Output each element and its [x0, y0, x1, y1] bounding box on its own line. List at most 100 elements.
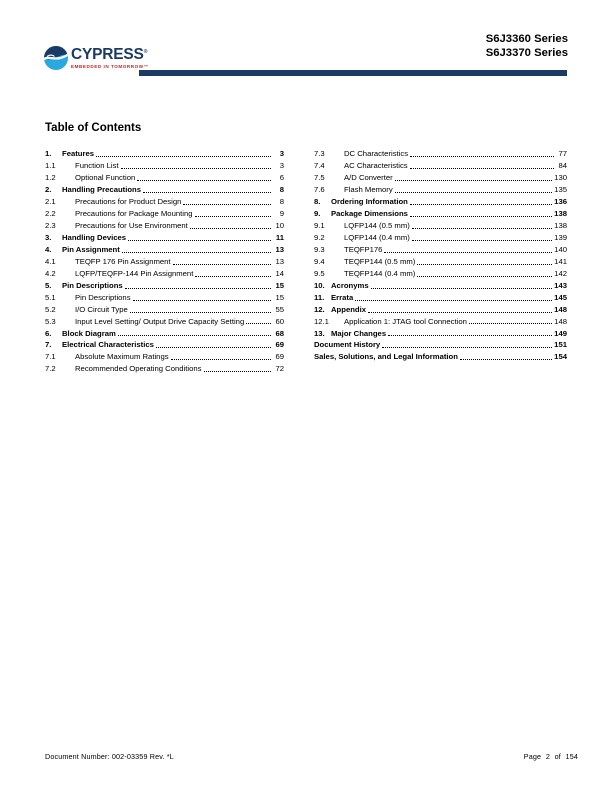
toc-entry[interactable]: 9.1 LQFP144 (0.5 mm) 138 — [314, 219, 567, 231]
toc-entry-label: Handling Devices — [62, 233, 127, 242]
toc-entry[interactable]: 9.5 TEQFP144 (0.4 mm) 142 — [314, 266, 567, 278]
toc-entry-number: 7.1 — [45, 352, 56, 362]
toc-entry[interactable]: 1.1 Function List 3 — [45, 159, 284, 171]
toc-dot-leader — [194, 216, 271, 218]
toc-entry[interactable]: 7.6 Flash Memory 135 — [314, 183, 567, 195]
toc-entry-number: 9. — [314, 209, 321, 219]
toc-entry[interactable]: 9.2 LQFP144 (0.4 mm) 139 — [314, 231, 567, 243]
toc-entry-number: 9.4 — [314, 256, 325, 266]
toc-entry[interactable]: 10. Acronyms 143 — [314, 278, 567, 290]
toc-entry[interactable]: 12.1 Application 1: JTAG tool Connection 1… — [314, 314, 567, 326]
toc-dot-leader — [411, 239, 553, 241]
toc-entry[interactable]: 1.2 Optional Function 6 — [45, 171, 284, 183]
toc-entry-label: Flash Memory — [344, 185, 393, 195]
toc-entry-page: 8 — [279, 197, 284, 207]
toc-entry-label: TEQFP144 (0.4 mm) — [344, 268, 416, 278]
toc-entry-page: 145 — [554, 292, 567, 302]
toc-column-right: 7.3 DC Characteristics 77 7.4 AC Characteris… — [314, 147, 567, 374]
toc-entry[interactable]: 4.1 TEQFP 176 Pin Assignment 13 — [45, 254, 284, 266]
toc-entry[interactable]: 11. Errata 145 — [314, 290, 567, 302]
toc-entry-label: Pin Descriptions — [75, 292, 131, 302]
toc-entry[interactable]: 5.1 Pin Descriptions 15 — [45, 290, 284, 302]
toc-entry[interactable]: 6. Block Diagram 68 — [45, 326, 284, 338]
toc-entry-label: LQFP/TEQFP-144 Pin Assignment — [75, 268, 194, 278]
toc-entry[interactable]: 7.4 AC Characteristics 84 — [314, 159, 567, 171]
toc-entry-label: DC Characteristics — [344, 149, 409, 159]
toc-entry-number: 6. — [45, 328, 52, 338]
toc-entry-number: 7.3 — [314, 149, 325, 159]
toc-entry-label: Precautions for Use Environment — [75, 221, 188, 231]
toc-entry[interactable]: 3. Handling Devices 11 — [45, 231, 284, 243]
toc-entry-page: 141 — [554, 256, 567, 266]
toc-entry[interactable]: 7.3 DC Characteristics 77 — [314, 147, 567, 159]
toc-entry-page: 136 — [554, 197, 567, 207]
toc-entry[interactable]: 7. Electrical Characteristics 69 — [45, 338, 284, 350]
toc-dot-leader — [189, 227, 271, 229]
toc-dot-leader — [246, 323, 271, 325]
toc-entry[interactable]: 2. Handling Precautions 8 — [45, 183, 284, 195]
toc-entry-label: A/D Converter — [344, 173, 393, 183]
toc-entry[interactable]: 5.2 I/O Circuit Type 55 — [45, 302, 284, 314]
toc-entry[interactable]: Document History 151 — [314, 338, 567, 350]
toc-dot-leader — [120, 168, 271, 170]
toc-entry-number: 5. — [45, 280, 52, 290]
toc-entry[interactable]: 13. Major Changes 149 — [314, 326, 567, 338]
toc-dot-leader — [137, 180, 271, 182]
header-rule — [139, 70, 567, 76]
toc-entry[interactable]: 7.1 Absolute Maximum Ratings 69 — [45, 350, 284, 362]
toc-dot-leader — [394, 180, 553, 182]
toc-entry[interactable]: 4.2 LQFP/TEQFP-144 Pin Assignment 14 — [45, 266, 284, 278]
toc-entry-page: 9 — [279, 209, 284, 219]
toc-entry[interactable]: 4. Pin Assignment 13 — [45, 243, 284, 255]
toc-dot-leader — [409, 216, 553, 218]
toc-entry-number: 5.2 — [45, 304, 56, 314]
toc-dot-leader — [388, 335, 553, 337]
toc-entry-page: 154 — [554, 352, 567, 362]
toc-entry-label: Recommended Operating Conditions — [75, 364, 202, 374]
toc-entry-page: 14 — [275, 268, 284, 278]
toc-entry[interactable]: 2.2 Precautions for Package Mounting 9 — [45, 207, 284, 219]
toc-entry[interactable]: 9.4 TEQFP144 (0.5 mm) 141 — [314, 254, 567, 266]
toc-dot-leader — [129, 311, 271, 313]
toc-dot-leader — [410, 156, 554, 158]
toc-dot-leader — [382, 347, 553, 349]
logo-brand-word: CYPRESS — [71, 46, 144, 64]
toc-dot-leader — [417, 275, 553, 277]
toc-entry[interactable]: 8. Ordering Information 136 — [314, 195, 567, 207]
toc-entry-page: 13 — [275, 244, 284, 254]
toc-entry[interactable]: Sales, Solutions, and Legal Information 1… — [314, 350, 567, 362]
toc-entry[interactable]: 2.1 Precautions for Product Design 8 — [45, 195, 284, 207]
toc-entry-label: AC Characteristics — [344, 161, 408, 171]
toc-entry[interactable]: 12. Appendix 148 — [314, 302, 567, 314]
logo-brand-text: CYPRESS® — [71, 44, 149, 63]
toc-entry[interactable]: 2.3 Precautions for Use Environment 10 — [45, 219, 284, 231]
toc-dot-leader — [411, 227, 553, 229]
toc-entry-label: Electrical Characteristics — [62, 340, 154, 350]
toc-entry[interactable]: 5. Pin Descriptions 15 — [45, 278, 284, 290]
toc-entry-page: 140 — [554, 244, 567, 254]
toc-entry-number: 7.6 — [314, 185, 325, 195]
toc-entry-label: TEQFP144 (0.5 mm) — [344, 256, 416, 266]
toc-entry-page: 3 — [279, 149, 284, 159]
toc-dot-leader — [355, 299, 553, 301]
toc-entry[interactable]: 7.2 Recommended Operating Conditions 72 — [45, 362, 284, 374]
toc-entry-number: 2.3 — [45, 221, 56, 231]
toc-entry[interactable]: 9.3 TEQFP176 140 — [314, 243, 567, 255]
toc-entry-page: 130 — [554, 173, 567, 183]
toc-entry-number: 8. — [314, 197, 321, 207]
page-number: Page 2 of 154 — [523, 752, 578, 761]
toc-dot-leader — [155, 347, 271, 349]
toc-entry-number: 7. — [45, 340, 52, 350]
toc-entry-label: Package Dimensions — [331, 209, 408, 219]
cypress-logo-icon — [44, 46, 68, 70]
toc-entry[interactable]: 5.3 Input Level Setting/ Output Drive Cap… — [45, 314, 284, 326]
toc-entry-label: Absolute Maximum Ratings — [75, 352, 169, 362]
toc-entry[interactable]: 9. Package Dimensions 138 — [314, 207, 567, 219]
toc-entry-page: 151 — [554, 340, 567, 350]
toc-entry[interactable]: 7.5 A/D Converter 130 — [314, 171, 567, 183]
toc-entry-page: 84 — [558, 161, 567, 171]
toc-entry-label: Pin Descriptions — [62, 280, 123, 290]
series-titles: S6J3360 Series S6J3370 Series — [486, 33, 568, 61]
toc-dot-leader — [170, 359, 271, 361]
toc-entry[interactable]: 1. Features 3 — [45, 147, 284, 159]
